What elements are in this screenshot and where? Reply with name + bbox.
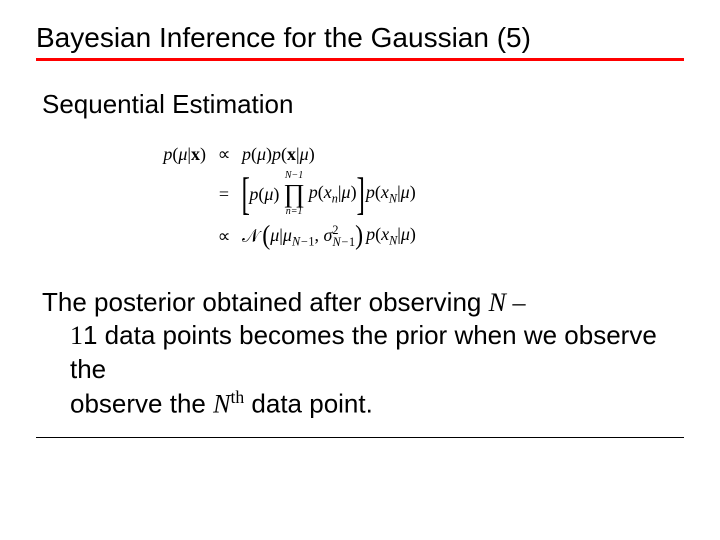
equation-line-3: ∝ 𝒩 ( μ|μN−1, σ2N−1 ) p(xN|μ) (136, 223, 684, 250)
left-bracket-icon: [ (241, 176, 249, 213)
body-text-1: The posterior obtained after observing (42, 287, 489, 317)
bottom-rule (36, 437, 684, 438)
body-text-3: data point. (244, 388, 373, 418)
equation-line-2: = [ p(μ) N−1 ∏ n=1 p(xn|μ) ] p(xN|μ) (136, 171, 684, 217)
ordinal-th: th (230, 387, 244, 407)
var-N: N (489, 288, 513, 317)
title-underline (36, 58, 684, 61)
slide-title: Bayesian Inference for the Gaussian (5) (36, 22, 684, 54)
product-symbol: N−1 ∏ n=1 (283, 171, 304, 217)
body-text-2: 1 data points becomes the prior when we … (70, 320, 657, 383)
proportional-symbol: ∝ (206, 144, 242, 165)
right-bracket-icon: ] (356, 176, 364, 213)
equation-line-1: p(μ|x) ∝ p(μ)p(x|μ) (136, 144, 684, 165)
slide-subtitle: Sequential Estimation (42, 89, 684, 120)
equation-block: p(μ|x) ∝ p(μ)p(x|μ) = [ p(μ) N−1 ∏ n=1 p… (136, 144, 684, 250)
body-paragraph: The posterior obtained after observing N… (42, 286, 674, 421)
var-Nth: N (213, 389, 230, 418)
